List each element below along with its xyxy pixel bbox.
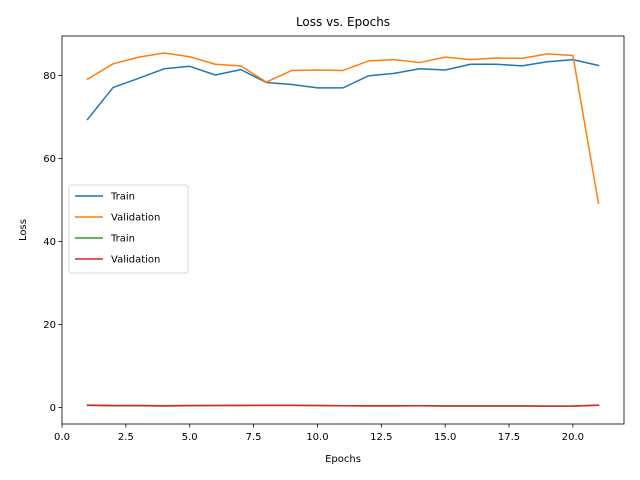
series-lines <box>86 52 600 407</box>
y-tick-label: 40 <box>43 237 56 248</box>
y-tick-label: 0 <box>50 403 56 414</box>
x-axis-label: Epochs <box>325 454 361 465</box>
legend-box <box>68 184 189 274</box>
x-tick-label: 10.0 <box>306 432 328 443</box>
x-tick-label: 5.0 <box>182 432 198 443</box>
x-tick-label: 15.0 <box>434 432 456 443</box>
y-axis-label: Loss <box>18 219 29 241</box>
x-tick-label: 12.5 <box>370 432 392 443</box>
legend-entry-0: Train <box>110 192 135 203</box>
x-tick-label: 0.0 <box>54 432 70 443</box>
x-axis-ticks: 0.0 2.5 5.0 7.5 10.0 12.5 15.0 17.5 20.0 <box>54 424 584 443</box>
x-tick-label: 7.5 <box>246 432 262 443</box>
y-axis-ticks: 0 20 40 60 80 <box>43 71 62 414</box>
y-tick-label: 20 <box>43 320 56 331</box>
x-tick-label: 20.0 <box>562 432 584 443</box>
legend-entry-2: Train <box>110 234 135 245</box>
legend-entry-1: Validation <box>111 213 160 224</box>
axes-frame <box>61 35 625 425</box>
y-tick-label: 60 <box>43 154 56 165</box>
x-tick-label: 2.5 <box>118 432 134 443</box>
chart-title: Loss vs. Epochs <box>296 15 390 29</box>
y-tick-label: 80 <box>43 71 56 82</box>
series-line-0 <box>86 58 600 121</box>
series-line-3 <box>86 404 600 407</box>
legend-entry-3: Validation <box>111 255 160 266</box>
x-tick-label: 17.5 <box>498 432 520 443</box>
series-line-1 <box>86 52 600 205</box>
legend: Train Validation Train Validation <box>68 184 189 274</box>
